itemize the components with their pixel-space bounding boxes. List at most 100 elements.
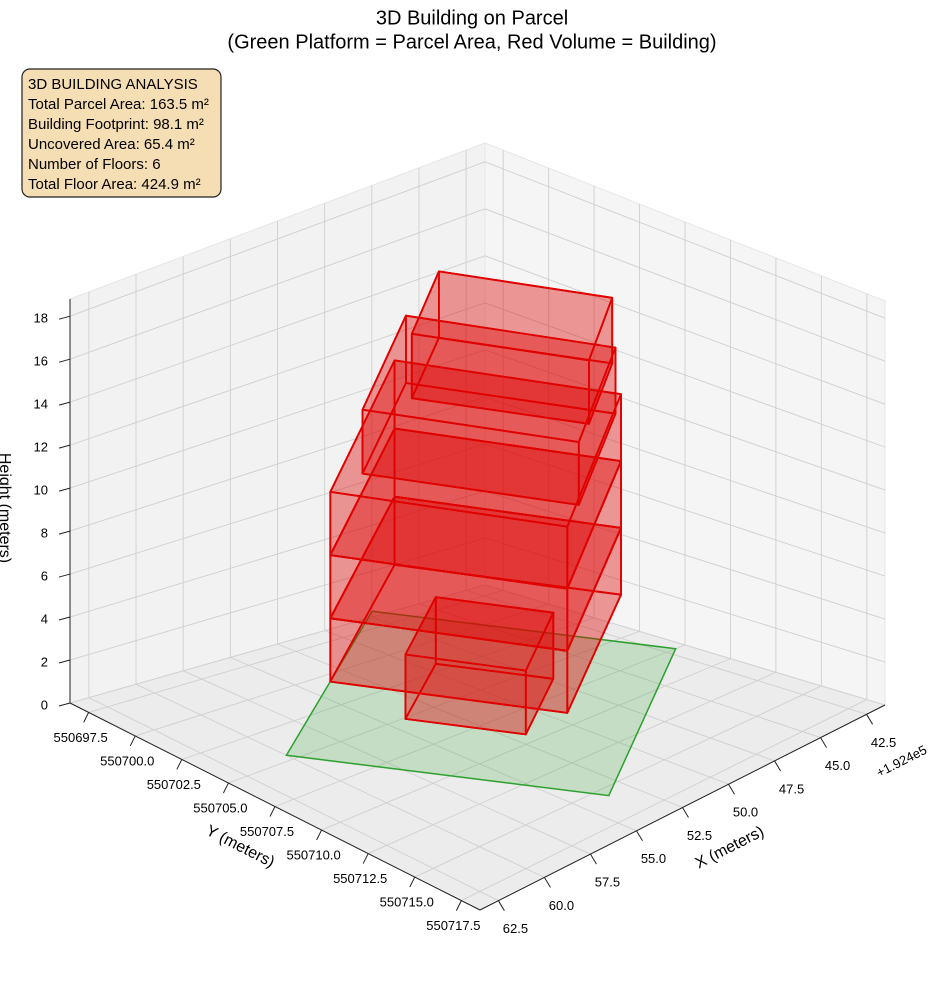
annotation-line: Number of Floors: 6 bbox=[28, 156, 161, 173]
z-axis-label: Height (meters) bbox=[0, 453, 13, 563]
x-tick bbox=[728, 783, 735, 795]
volume-top bbox=[410, 270, 614, 362]
grid-line bbox=[484, 584, 886, 706]
y-tick-label: 550710.0 bbox=[286, 847, 340, 862]
x-tick-label: 47.5 bbox=[779, 781, 804, 796]
z-tick bbox=[58, 487, 71, 492]
grid-line bbox=[135, 603, 549, 737]
annotation-line: Total Floor Area: 424.9 m² bbox=[28, 176, 201, 193]
x-tick-label: 42.5 bbox=[871, 735, 896, 750]
z-tick bbox=[58, 358, 71, 363]
z-tick-label: 18 bbox=[34, 311, 48, 326]
z-tick bbox=[58, 315, 71, 320]
chart-subtitle: (Green Platform = Parcel Area, Red Volum… bbox=[227, 31, 716, 53]
grid-line bbox=[414, 685, 822, 878]
z-tick bbox=[58, 401, 71, 406]
annotation-line: Building Footprint: 98.1 m² bbox=[28, 116, 204, 133]
grid-line bbox=[484, 537, 886, 663]
x-tick bbox=[544, 877, 551, 888]
annotation-background bbox=[21, 68, 222, 198]
grid-line bbox=[69, 208, 486, 360]
x-tick-label: 55.0 bbox=[641, 851, 666, 866]
grid-line bbox=[69, 255, 486, 403]
grid-line bbox=[69, 349, 486, 489]
z-tick-label: 10 bbox=[34, 483, 48, 498]
x-tick-label: 45.0 bbox=[825, 758, 850, 773]
volume-top bbox=[329, 359, 622, 528]
volume-top bbox=[361, 314, 617, 443]
z-tick bbox=[58, 573, 71, 578]
annotation-box: 3D BUILDING ANALYSIS Total Parcel Area: 1… bbox=[21, 68, 222, 198]
grid-line bbox=[484, 255, 886, 405]
z-tick-label: 12 bbox=[34, 440, 48, 455]
y-tick bbox=[316, 829, 323, 841]
x-tick-label: 62.5 bbox=[503, 921, 528, 936]
x-tick bbox=[590, 853, 597, 865]
z-tick bbox=[58, 616, 71, 621]
y-tick bbox=[455, 900, 462, 911]
y-tick bbox=[83, 712, 90, 723]
y-tick-label: 550717.5 bbox=[426, 918, 480, 933]
grid-line bbox=[484, 396, 886, 534]
grid-line bbox=[69, 537, 486, 661]
grid-line bbox=[367, 671, 777, 854]
grid-line bbox=[69, 443, 486, 575]
grid-line bbox=[484, 349, 886, 491]
z-tick bbox=[58, 702, 71, 707]
x-tick bbox=[820, 737, 827, 748]
z-tick bbox=[58, 444, 71, 449]
grid-line bbox=[484, 161, 886, 319]
grid-line bbox=[69, 161, 486, 317]
y-tick-label: 550705.0 bbox=[193, 800, 247, 815]
grid-line bbox=[69, 396, 486, 532]
y-tick bbox=[176, 759, 183, 770]
volume-top bbox=[404, 596, 555, 672]
x-tick-label: 52.5 bbox=[687, 828, 712, 843]
grid-line bbox=[484, 443, 886, 577]
z-tick-label: 0 bbox=[41, 697, 48, 712]
z-tick bbox=[58, 530, 71, 535]
grid-line bbox=[484, 208, 886, 362]
y-tick bbox=[269, 806, 276, 817]
grid-line bbox=[484, 302, 886, 448]
grid-line bbox=[484, 490, 886, 620]
y-tick bbox=[409, 876, 416, 888]
annotation-line: Total Parcel Area: 163.5 m² bbox=[28, 96, 209, 113]
y-tick-label: 550702.5 bbox=[147, 777, 201, 792]
z-tick-label: 14 bbox=[34, 397, 48, 412]
grid-line bbox=[69, 490, 486, 618]
annotation-line: 3D BUILDING ANALYSIS bbox=[28, 76, 198, 93]
y-tick-label: 550700.0 bbox=[100, 753, 154, 768]
y-tick-label: 550697.5 bbox=[54, 730, 108, 745]
grid-line bbox=[321, 658, 731, 831]
y-tick bbox=[129, 735, 136, 747]
x-tick bbox=[866, 714, 874, 725]
grid-line bbox=[461, 699, 868, 901]
z-tick-label: 16 bbox=[34, 354, 48, 369]
z-tick-label: 4 bbox=[41, 611, 48, 626]
x-tick bbox=[682, 807, 689, 818]
z-tick-label: 6 bbox=[41, 569, 48, 584]
x-tick bbox=[636, 830, 643, 842]
y-tick bbox=[362, 853, 369, 864]
y-tick-label: 550715.0 bbox=[380, 895, 434, 910]
x-tick bbox=[774, 760, 781, 772]
annotation-line: Uncovered Area: 65.4 m² bbox=[28, 136, 195, 153]
grid-line bbox=[88, 590, 504, 713]
x-tick bbox=[497, 900, 505, 911]
x-tick-label: 57.5 bbox=[595, 875, 620, 890]
y-tick-label: 550707.5 bbox=[240, 824, 294, 839]
z-tick bbox=[58, 659, 71, 664]
y-tick bbox=[222, 782, 229, 794]
x-tick-label: 50.0 bbox=[733, 805, 758, 820]
grid-line bbox=[228, 630, 640, 784]
x-tick-label: 60.0 bbox=[549, 898, 574, 913]
y-tick-label: 550712.5 bbox=[333, 871, 387, 886]
chart-title: 3D Building on Parcel bbox=[376, 7, 568, 29]
z-tick-label: 2 bbox=[41, 654, 48, 669]
grid-line bbox=[69, 584, 486, 704]
z-tick-label: 8 bbox=[41, 526, 48, 541]
grid-line bbox=[274, 644, 686, 807]
